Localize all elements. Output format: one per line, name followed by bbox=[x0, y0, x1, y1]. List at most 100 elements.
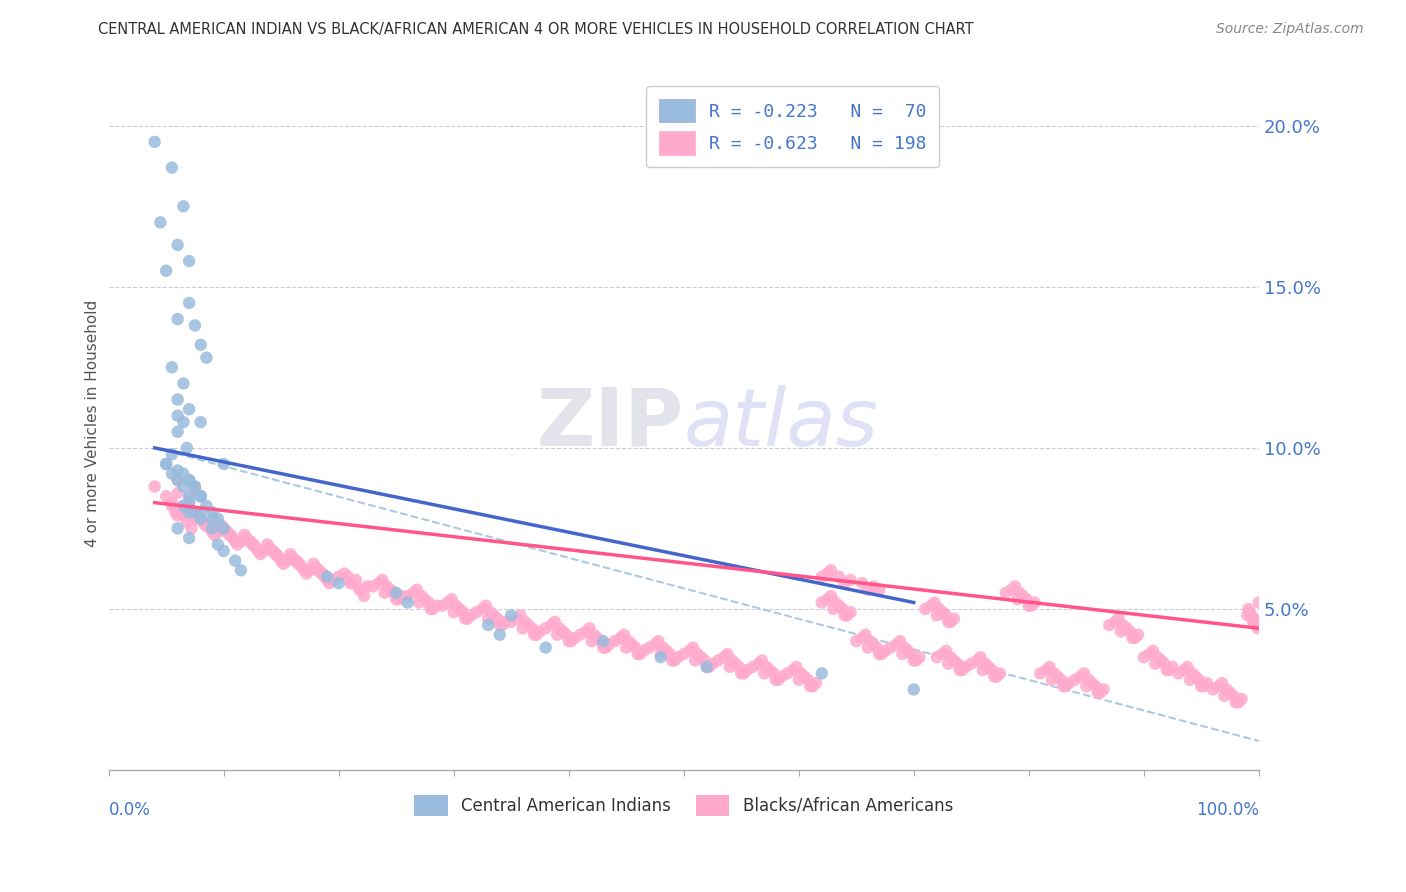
Point bbox=[454, 611, 477, 625]
Point bbox=[974, 657, 997, 671]
Point bbox=[413, 592, 436, 607]
Point bbox=[925, 650, 948, 665]
Point bbox=[955, 660, 977, 674]
Point bbox=[224, 534, 246, 549]
Point bbox=[322, 573, 344, 587]
Point bbox=[207, 512, 229, 526]
Point bbox=[155, 263, 177, 277]
Point bbox=[935, 608, 957, 623]
Point bbox=[696, 660, 718, 674]
Point bbox=[782, 663, 804, 677]
Point bbox=[1222, 689, 1244, 703]
Point bbox=[1077, 673, 1099, 687]
Point bbox=[387, 592, 409, 607]
Point bbox=[664, 653, 686, 667]
Point bbox=[1227, 695, 1250, 709]
Point bbox=[730, 666, 752, 681]
Point bbox=[950, 663, 973, 677]
Point bbox=[425, 599, 447, 613]
Point bbox=[1184, 670, 1206, 684]
Point bbox=[839, 605, 862, 619]
Point bbox=[1000, 582, 1022, 597]
Point bbox=[212, 521, 235, 535]
Point bbox=[828, 599, 851, 613]
Point bbox=[624, 640, 647, 655]
Point bbox=[287, 557, 309, 571]
Point bbox=[260, 544, 283, 558]
Point bbox=[212, 544, 235, 558]
Point bbox=[817, 566, 839, 581]
Point bbox=[256, 537, 278, 551]
Point bbox=[311, 566, 333, 581]
Point bbox=[544, 615, 567, 629]
Point bbox=[862, 637, 884, 651]
Point bbox=[488, 628, 510, 642]
Point bbox=[557, 634, 579, 648]
Point bbox=[613, 628, 636, 642]
Point bbox=[238, 534, 260, 549]
Point bbox=[823, 602, 845, 616]
Point bbox=[166, 473, 188, 487]
Point bbox=[247, 544, 270, 558]
Point bbox=[179, 489, 201, 503]
Point bbox=[233, 528, 256, 542]
Point bbox=[160, 467, 183, 481]
Point bbox=[311, 566, 333, 581]
Point bbox=[787, 673, 810, 687]
Point bbox=[224, 553, 246, 567]
Point bbox=[165, 505, 187, 519]
Point bbox=[1240, 608, 1263, 623]
Point bbox=[229, 563, 252, 577]
Point bbox=[1050, 673, 1073, 687]
Point bbox=[166, 521, 188, 535]
Point bbox=[939, 650, 962, 665]
Point bbox=[943, 653, 966, 667]
Point bbox=[759, 663, 782, 677]
Point bbox=[172, 508, 194, 523]
Point bbox=[620, 637, 643, 651]
Point bbox=[418, 595, 440, 609]
Point bbox=[1108, 611, 1130, 625]
Point bbox=[1189, 679, 1212, 693]
Point bbox=[166, 502, 188, 516]
Point bbox=[166, 473, 188, 487]
Point bbox=[785, 660, 807, 674]
Point bbox=[1081, 676, 1104, 690]
Point bbox=[506, 611, 529, 625]
Point bbox=[179, 505, 201, 519]
Point bbox=[666, 650, 689, 665]
Point bbox=[526, 628, 548, 642]
Point bbox=[166, 425, 188, 439]
Point bbox=[650, 650, 672, 665]
Point bbox=[444, 599, 467, 613]
Point bbox=[501, 608, 523, 623]
Point bbox=[201, 512, 224, 526]
Point bbox=[382, 586, 405, 600]
Point bbox=[172, 505, 194, 519]
Point bbox=[288, 557, 311, 571]
Point bbox=[1173, 663, 1195, 677]
Point bbox=[1088, 686, 1111, 700]
Point bbox=[342, 576, 364, 591]
Point bbox=[716, 647, 738, 661]
Point bbox=[316, 570, 339, 584]
Point bbox=[328, 576, 350, 591]
Point bbox=[166, 238, 188, 252]
Point bbox=[1246, 618, 1268, 632]
Point bbox=[644, 637, 666, 651]
Point bbox=[190, 489, 212, 503]
Point bbox=[270, 553, 292, 567]
Point bbox=[661, 653, 683, 667]
Point bbox=[672, 647, 695, 661]
Point bbox=[1126, 628, 1149, 642]
Point bbox=[198, 521, 221, 535]
Point bbox=[208, 524, 231, 539]
Text: 100.0%: 100.0% bbox=[1197, 801, 1258, 819]
Point bbox=[855, 628, 877, 642]
Text: atlas: atlas bbox=[683, 384, 879, 463]
Point bbox=[475, 599, 498, 613]
Point bbox=[939, 615, 962, 629]
Point bbox=[201, 505, 224, 519]
Point bbox=[374, 586, 396, 600]
Point bbox=[834, 608, 856, 623]
